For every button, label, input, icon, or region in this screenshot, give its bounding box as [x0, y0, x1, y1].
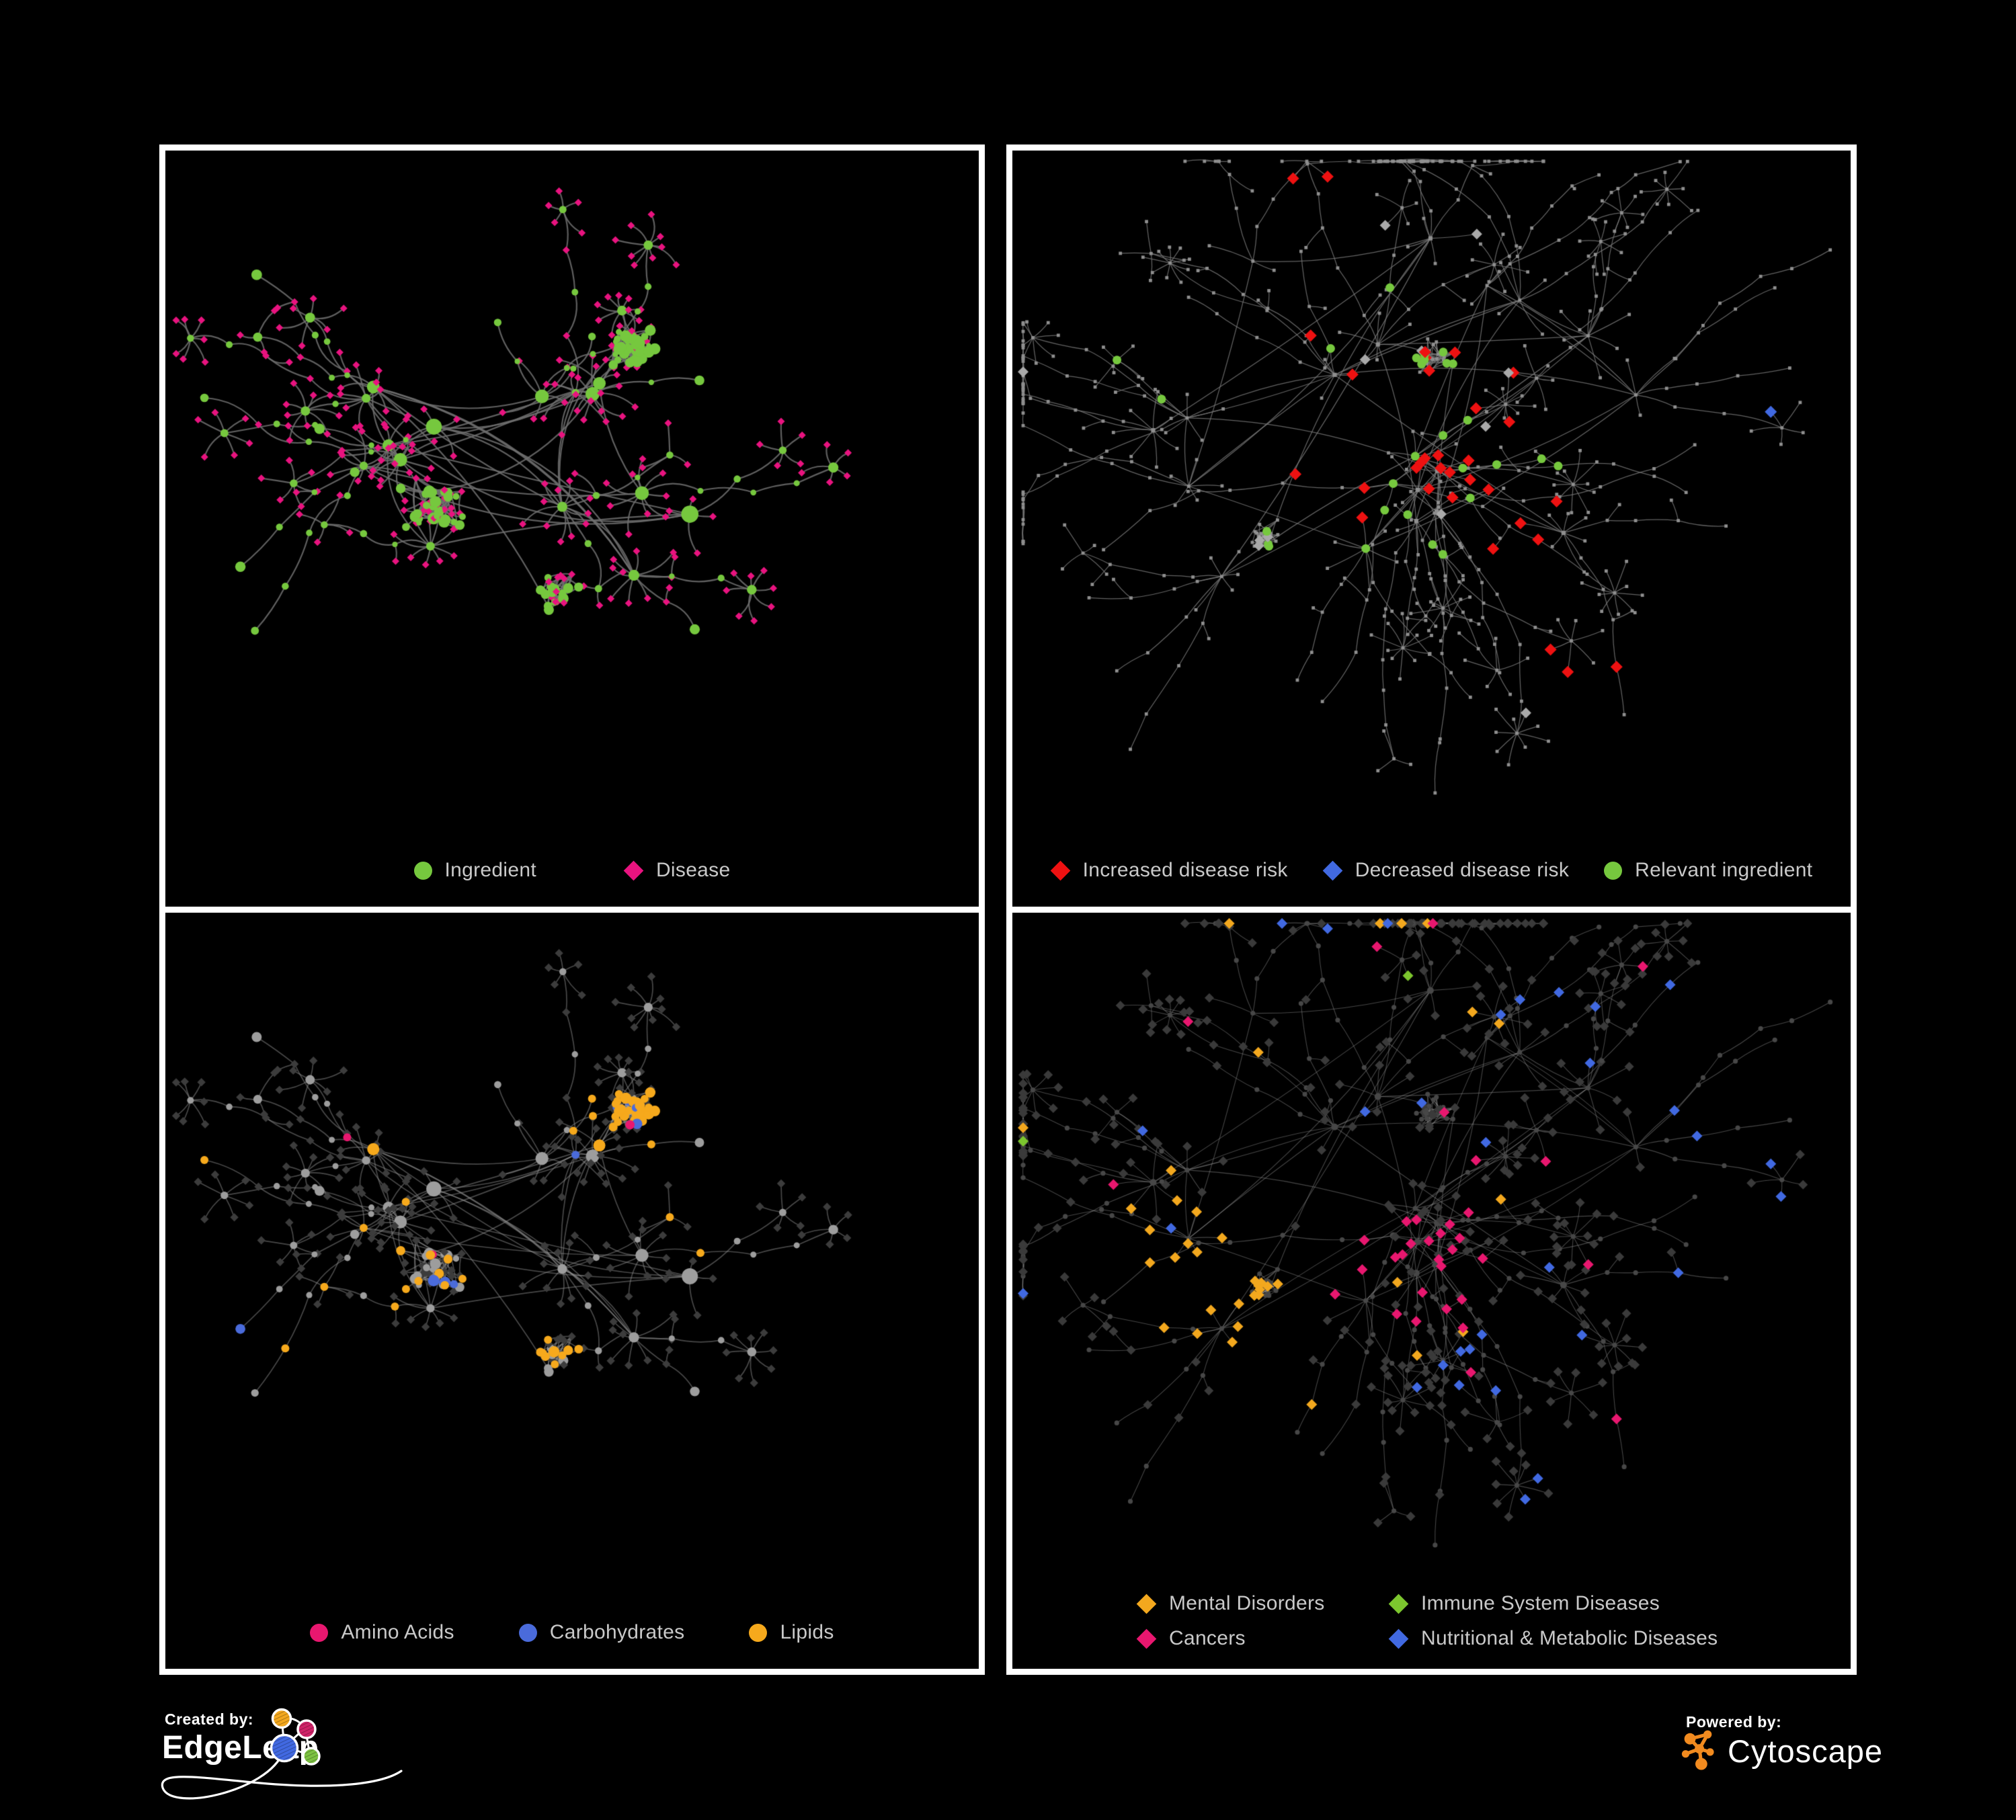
network-canvas-ingredient-classes — [165, 913, 979, 1602]
powered-by-block: Powered by: Cytoscape — [1681, 1705, 1963, 1799]
legend-item-relevant-ingredient: Relevant ingredient — [1604, 859, 1812, 882]
panel-ingredient-classes: Amino Acids Carbohydrates Lipids — [159, 907, 985, 1675]
legend-label: Cancers — [1169, 1627, 1246, 1649]
legend-label: Relevant ingredient — [1635, 859, 1813, 881]
legend-item-increased-disease-risk: Increased disease risk — [1050, 859, 1288, 882]
network-canvas-ingredient-disease — [165, 151, 979, 839]
legend-label: Mental Disorders — [1169, 1592, 1325, 1614]
circle-swatch-icon — [749, 1623, 768, 1642]
diamond-swatch-icon — [1322, 860, 1343, 880]
legend-label: Nutritional & Metabolic Diseases — [1421, 1627, 1718, 1649]
legend-label: Decreased disease risk — [1355, 859, 1570, 881]
diamond-swatch-icon — [1136, 1594, 1157, 1614]
network-canvas-disease-risk — [1012, 151, 1851, 839]
circle-swatch-icon — [310, 1623, 329, 1642]
legend-item-carbohydrates: Carbohydrates — [518, 1621, 685, 1644]
diamond-swatch-icon — [1388, 1628, 1409, 1649]
circle-swatch-icon — [413, 861, 432, 880]
legend-item-immune-system-diseases: Immune System Diseases — [1388, 1592, 1718, 1615]
legend-label: Ingredient — [444, 859, 536, 881]
legend-item-cancers: Cancers — [1136, 1627, 1389, 1650]
legend-ingredient-classes: Amino Acids Carbohydrates Lipids — [165, 1602, 979, 1663]
legend-disease-classes: Mental Disorders Immune System Diseases Ca… — [1012, 1579, 1851, 1663]
circle-swatch-icon — [1604, 861, 1623, 880]
diamond-swatch-icon — [1136, 1628, 1157, 1649]
legend-label: Disease — [655, 859, 731, 881]
diamond-swatch-icon — [623, 860, 644, 880]
diamond-swatch-icon — [1050, 860, 1070, 880]
legend-item-decreased-disease-risk: Decreased disease risk — [1322, 859, 1570, 882]
diamond-swatch-icon — [1388, 1594, 1409, 1614]
panel-ingredient-disease: Ingredient Disease — [159, 144, 985, 913]
legend-item-mental-disorders: Mental Disorders — [1136, 1592, 1389, 1615]
legend-label: Immune System Diseases — [1421, 1592, 1660, 1614]
legend-item-ingredient: Ingredient — [413, 859, 536, 882]
legend-label: Carbohydrates — [549, 1621, 685, 1643]
created-by-block: Created by: EdgeLeap — [159, 1702, 482, 1820]
legend-item-disease: Disease — [623, 859, 731, 882]
panel-disease-risk: Increased disease risk Decreased disease … — [1006, 144, 1857, 913]
cytoscape-logo-icon — [1681, 1730, 1714, 1770]
legend-item-nutritional-metabolic-diseases: Nutritional & Metabolic Diseases — [1388, 1627, 1718, 1650]
cytoscape-brand-text: Cytoscape — [1728, 1733, 1884, 1769]
legend-label: Amino Acids — [341, 1621, 454, 1643]
legend-item-amino-acids: Amino Acids — [310, 1621, 454, 1644]
network-canvas-disease-classes — [1012, 913, 1851, 1579]
legend-disease-risk: Increased disease risk Decreased disease … — [1012, 839, 1851, 901]
circle-swatch-icon — [518, 1623, 537, 1642]
edgeleap-logo-icon — [270, 1708, 321, 1766]
edgeleap-logo-texture — [272, 1710, 319, 1764]
created-by-label: Created by: — [165, 1710, 254, 1728]
panel-disease-classes: Mental Disorders Immune System Diseases Ca… — [1006, 907, 1857, 1675]
powered-by-label: Powered by: — [1686, 1713, 1782, 1731]
cytoscape-lockup: Cytoscape — [1681, 1728, 1883, 1774]
legend-label: Increased disease risk — [1082, 859, 1288, 881]
legend-item-lipids: Lipids — [749, 1621, 834, 1644]
legend-label: Lipids — [780, 1621, 834, 1643]
legend-ingredient-disease: Ingredient Disease — [165, 839, 979, 901]
